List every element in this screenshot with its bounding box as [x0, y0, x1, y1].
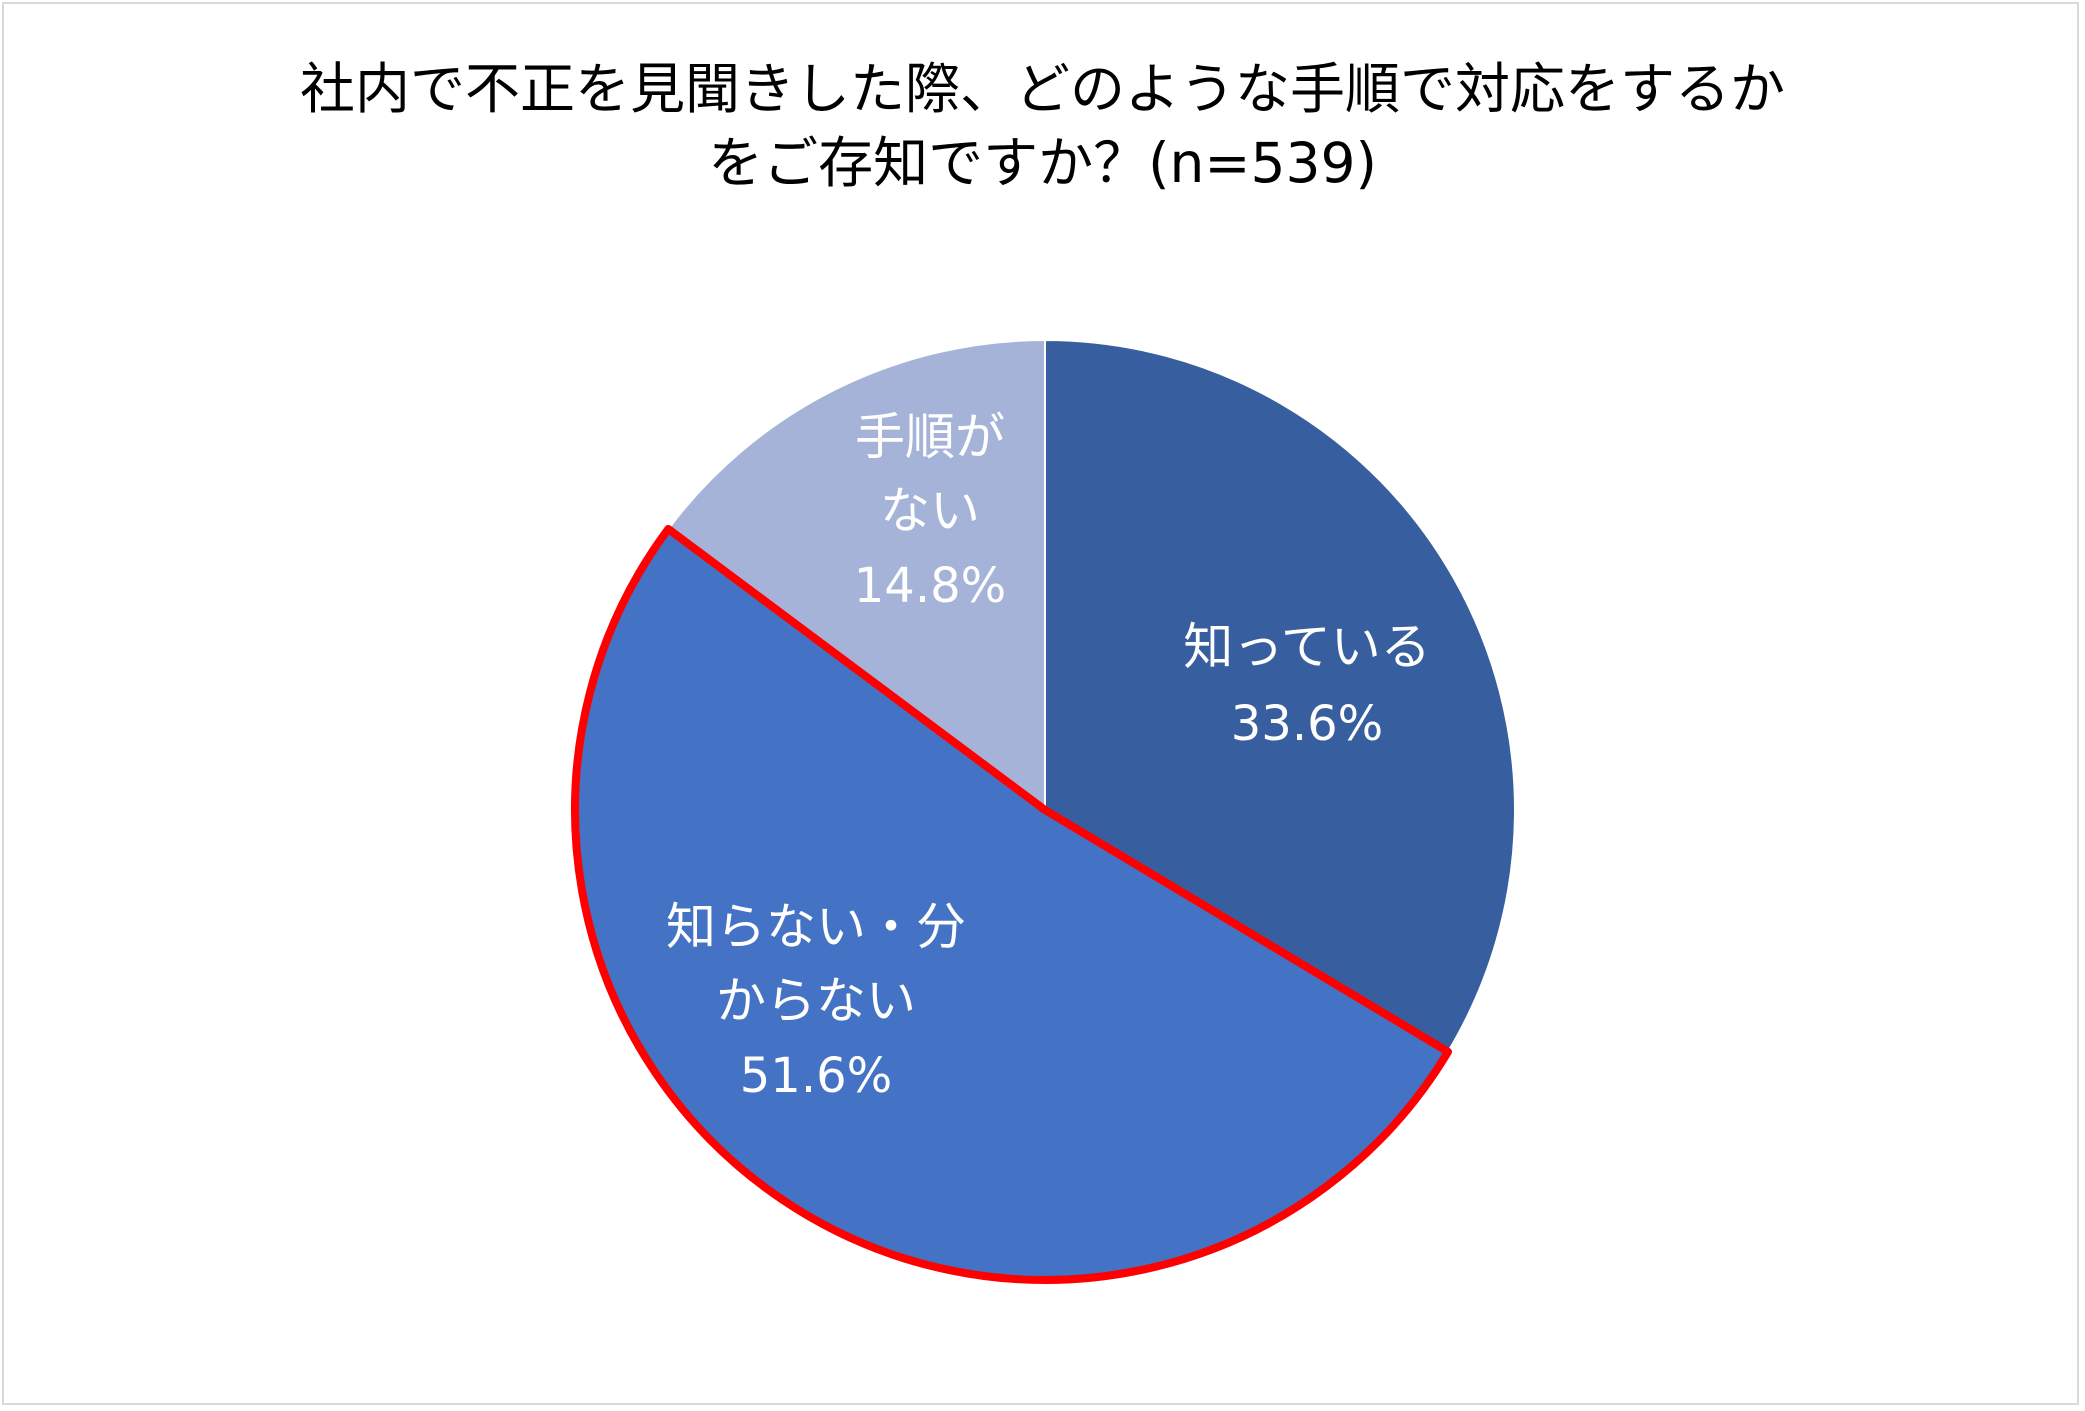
slice-value-2: 14.8%: [854, 558, 1006, 614]
highlight-outline: [571, 524, 1453, 1284]
slice-label-0-line-0: 知っている: [1183, 618, 1431, 676]
chart-title-line-2: をご存知ですか？(n=539): [708, 131, 1377, 195]
pie-slices: [574, 338, 1517, 1281]
slice-label-2-line-1: ない: [880, 482, 980, 540]
slice-value-0: 33.6%: [1231, 696, 1383, 752]
slice-value-1: 51.6%: [740, 1048, 892, 1104]
pie-slice-2: [666, 338, 1046, 812]
pie-highlight: [571, 524, 1453, 1284]
chart-title-line-1: 社内で不正を見聞きした際、どのような手順で対応をするか: [299, 57, 1785, 121]
chart-title: 社内で不正を見聞きした際、どのような手順で対応をするか をご存知ですか？(n=5…: [4, 52, 2081, 200]
slice-label-1-line-1: からない: [716, 972, 916, 1030]
slice-label-2-line-0: 手順が: [855, 408, 1005, 466]
pie-slice-0: [1044, 338, 1517, 1054]
slice-label-1-line-0: 知らない・分: [666, 898, 966, 956]
